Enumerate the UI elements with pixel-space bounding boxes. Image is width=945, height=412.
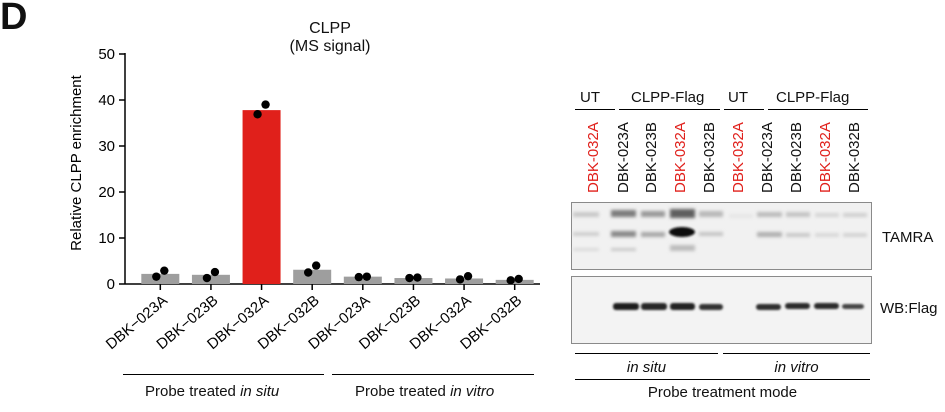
header-line-ut-1 (575, 109, 615, 111)
y-tick-label: 40 (98, 92, 115, 109)
replicate-dot (463, 271, 473, 281)
y-tick-label: 20 (98, 184, 115, 201)
group-line-in-situ (123, 374, 324, 376)
chart-title: CLPP (MS signal) (260, 20, 400, 56)
y-tick-label: 10 (98, 230, 115, 247)
replicate-dot (210, 267, 220, 277)
replicate-dot (514, 274, 523, 284)
lane-label: DBK-023B (788, 122, 805, 193)
lane-label: DBK-032B (701, 122, 718, 193)
group-label-in-vitro: Probe treated in vitro (355, 383, 495, 400)
lane-label: DBK-032B (846, 122, 863, 193)
chart-subtitle-text: (MS signal) (289, 38, 371, 55)
bar (242, 110, 281, 285)
lane-label: DBK-032A (672, 122, 689, 193)
lane-label: DBK-032A (730, 122, 747, 193)
replicate-dot (506, 276, 515, 285)
group-label-in-situ: Probe treated in situ (145, 383, 280, 400)
replicate-dot (202, 273, 212, 283)
replicate-dot (455, 275, 465, 284)
header-ut-1: UT (580, 89, 600, 106)
replicate-dot (261, 100, 270, 109)
header-ut-2: UT (728, 89, 748, 106)
header-line-clpp-flag-2 (768, 109, 868, 111)
header-line-clpp-flag-1 (619, 109, 720, 111)
replicate-dot (303, 268, 313, 277)
y-axis-label: Relative CLPP enrichment (68, 74, 85, 250)
lane-label: DBK-032A (817, 122, 834, 193)
mode-line-in-situ (575, 353, 718, 355)
replicate-dot (362, 272, 372, 281)
bar (293, 269, 332, 284)
bar (495, 279, 534, 284)
replicate-dot (405, 273, 414, 283)
mode-line-in-vitro (723, 353, 870, 355)
replicate-dot (152, 272, 161, 281)
replicate-dot (413, 273, 422, 282)
lane-label: DBK-032A (585, 122, 602, 193)
flag-label: WB:Flag (880, 300, 938, 317)
chart-title-text: CLPP (309, 20, 351, 37)
replicate-dot (160, 266, 169, 275)
bar (343, 276, 382, 284)
lane-label: DBK-023A (615, 122, 632, 193)
bar (141, 273, 180, 284)
lane-label: DBK-023B (643, 122, 660, 193)
panel-letter: D (0, 0, 28, 38)
y-tick-label: 50 (98, 46, 115, 63)
mode-title: Probe treatment mode (647, 384, 798, 401)
header-line-ut-2 (724, 109, 764, 111)
bar (191, 274, 230, 284)
bar (445, 278, 484, 284)
bar (394, 278, 433, 284)
flag-western-blot (571, 276, 872, 344)
mode-line-total (575, 379, 870, 381)
mode-label-in-situ: in situ (626, 359, 667, 376)
header-clpp-flag-2: CLPP-Flag (776, 89, 850, 106)
group-line-in-vitro (332, 374, 534, 376)
y-tick-label: 30 (98, 138, 115, 155)
tamra-blot (571, 202, 872, 270)
y-tick-label: 0 (107, 276, 115, 293)
replicate-dot (311, 261, 321, 270)
lane-label: DBK-023A (759, 122, 776, 193)
replicate-dot (354, 272, 364, 282)
replicate-dot (253, 110, 262, 119)
mode-label-in-vitro: in vitro (774, 359, 819, 376)
tamra-label: TAMRA (882, 229, 934, 246)
header-clpp-flag-1: CLPP-Flag (631, 89, 705, 106)
